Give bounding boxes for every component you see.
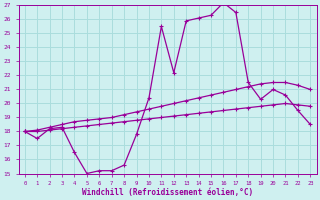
X-axis label: Windchill (Refroidissement éolien,°C): Windchill (Refroidissement éolien,°C) <box>82 188 253 197</box>
